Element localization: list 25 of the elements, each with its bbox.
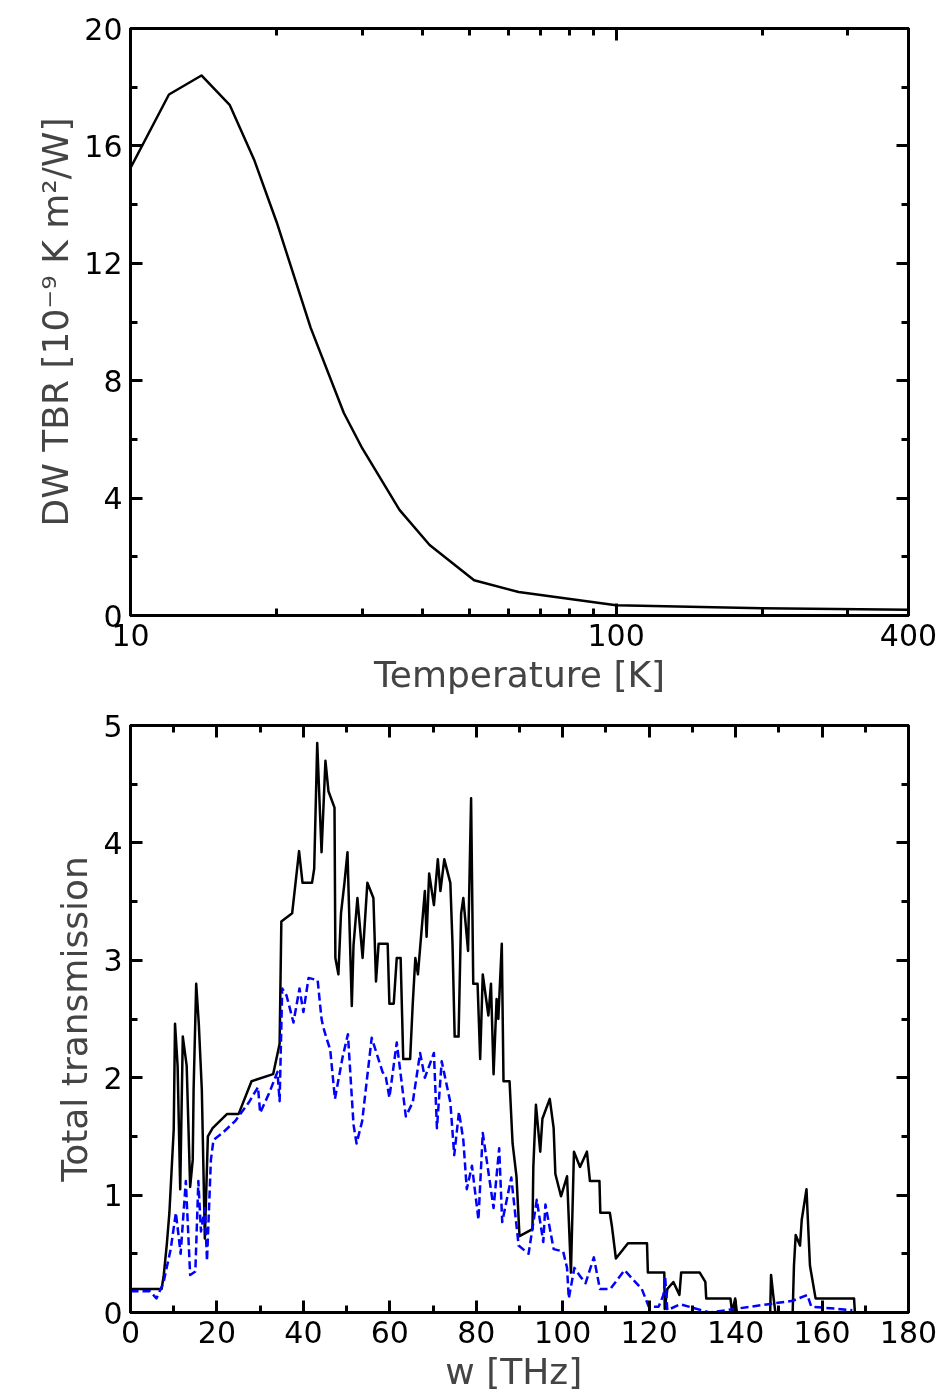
x-tick-label: 160	[793, 1314, 851, 1350]
y-axis-title: DW TBR [10⁻⁹ K m²/W]	[35, 117, 77, 527]
x-tick-label: 60	[370, 1314, 409, 1350]
y-axis-title: Total transmission	[54, 856, 96, 1183]
y-tick-label: 12	[84, 246, 123, 282]
y-tick-label: 4	[103, 825, 123, 861]
y-tick-label: 5	[103, 708, 123, 744]
x-tick-label: 400	[879, 617, 938, 653]
y-tick-label: 20	[84, 11, 123, 47]
y-tick-label: 8	[103, 363, 123, 399]
x-axis-title: w [THz]	[445, 1350, 583, 1392]
x-tick-label: 20	[197, 1314, 237, 1350]
y-tick-label: 4	[103, 481, 123, 517]
x-tick-label: 100	[534, 1314, 592, 1350]
x-tick-label: 140	[706, 1314, 765, 1350]
x-axis-title: Temperature [K]	[372, 653, 666, 695]
y-tick-label: 1	[103, 1178, 123, 1214]
y-tick-label: 2	[103, 1060, 123, 1096]
x-tick-label: 180	[879, 1314, 938, 1350]
y-tick-label: 16	[84, 128, 123, 164]
x-tick-label: 40	[284, 1314, 323, 1350]
x-tick-label: 80	[457, 1314, 496, 1350]
y-tick-label: 3	[103, 943, 123, 979]
x-tick-label: 100	[587, 617, 645, 653]
x-tick-label: 120	[620, 1314, 678, 1350]
